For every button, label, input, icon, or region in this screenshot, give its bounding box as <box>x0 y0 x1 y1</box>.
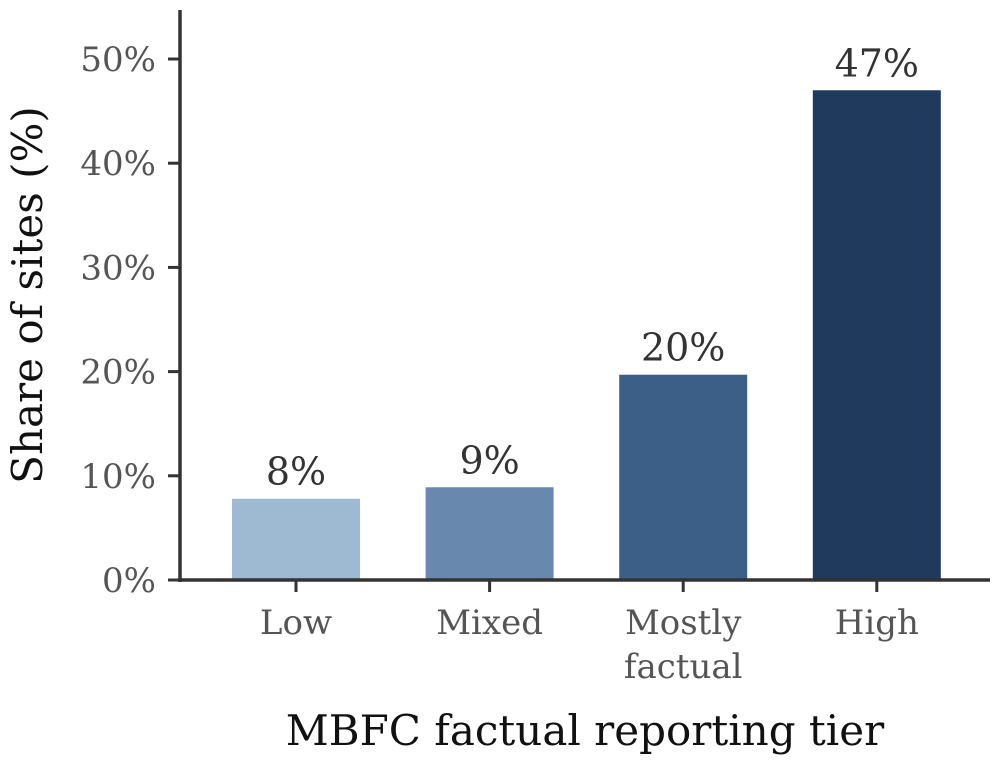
data-label: 20% <box>641 326 725 370</box>
y-tick-label: 0% <box>102 561 156 601</box>
bar <box>232 498 360 580</box>
x-tick-label: High <box>835 603 919 643</box>
bars <box>232 90 941 580</box>
data-label: 9% <box>459 438 519 482</box>
x-axis-ticks: Low Mixed Mostly factual High <box>260 580 919 687</box>
x-tick-label: Mixed <box>436 603 543 643</box>
bar <box>425 487 554 580</box>
bar <box>812 90 941 580</box>
data-labels: 8% 9% 20% 47% <box>266 41 919 493</box>
y-tick-label: 10% <box>80 457 156 497</box>
x-tick-label: Low <box>260 603 332 643</box>
data-label: 47% <box>835 41 919 85</box>
y-axis-title: Share of sites (%) <box>3 106 52 484</box>
bar <box>619 374 748 580</box>
x-tick-label: Mostly factual <box>624 603 743 687</box>
x-axis-title: MBFC factual reporting tier <box>286 706 885 755</box>
y-tick-label: 30% <box>80 248 156 288</box>
y-tick-label: 50% <box>80 40 156 80</box>
y-tick-label: 20% <box>80 353 156 393</box>
y-tick-label: 40% <box>80 144 156 184</box>
y-axis-ticks: 0% 10% 20% 30% 40% 50% <box>80 40 180 601</box>
data-label: 8% <box>266 450 326 494</box>
